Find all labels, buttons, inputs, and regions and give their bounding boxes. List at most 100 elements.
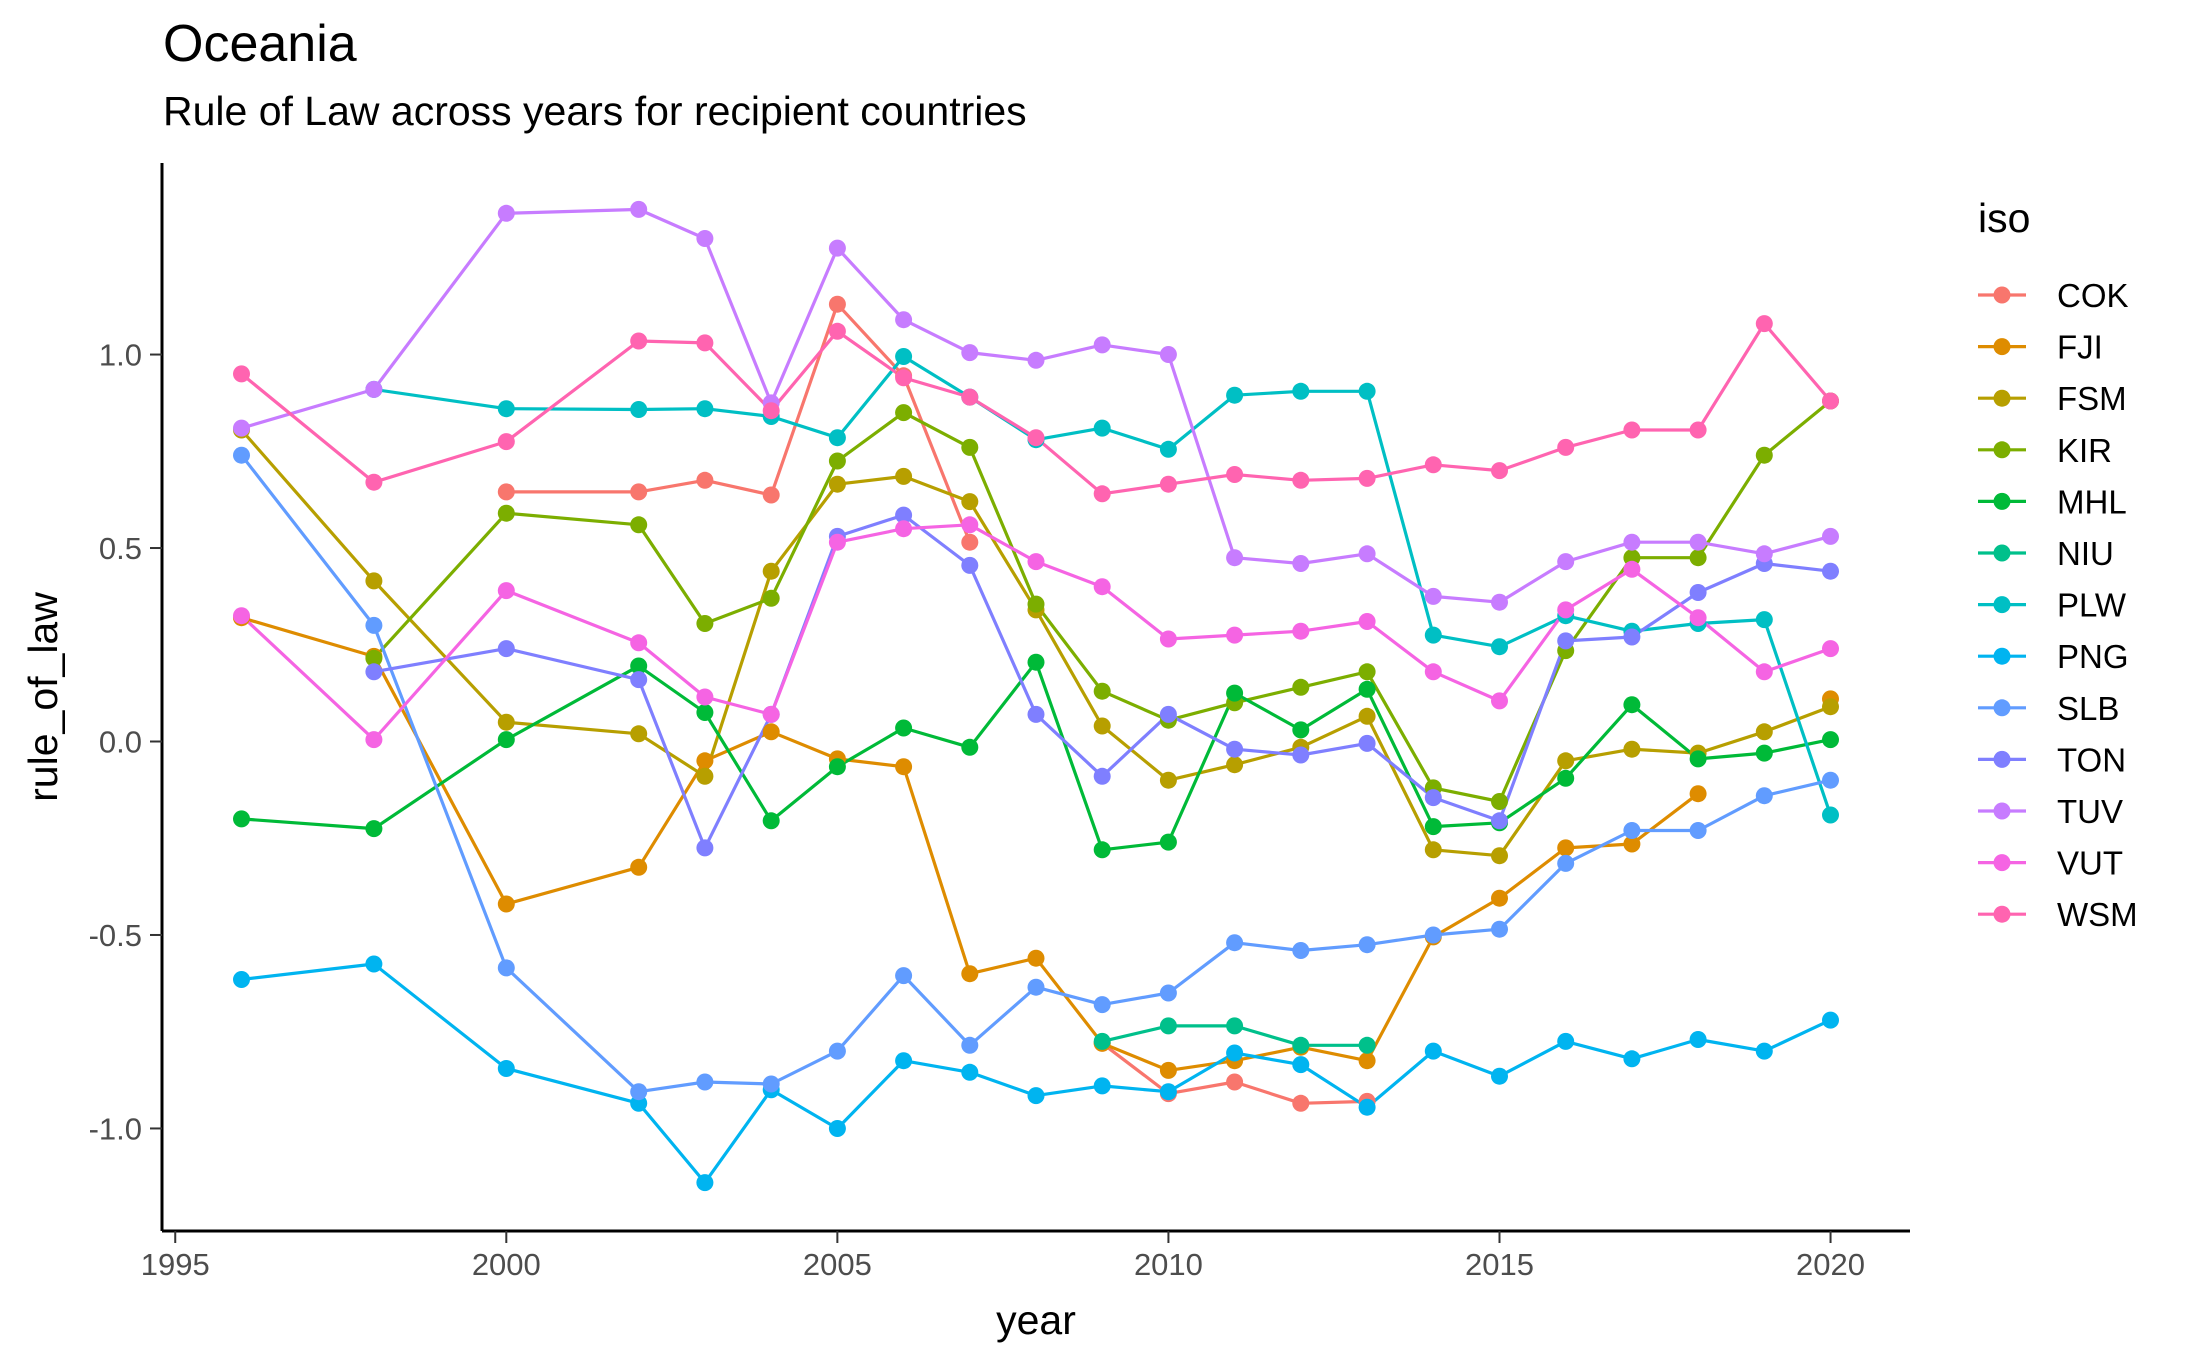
data-point-fsm [1491,847,1508,865]
data-point-plw [696,400,714,418]
data-point-kir [1689,549,1707,567]
data-point-kir [762,589,780,607]
data-point-fji [497,895,515,913]
data-point-wsm [696,334,714,352]
data-point-ton [1292,746,1310,764]
data-point-kir [1027,595,1045,613]
data-point-mhl [497,731,515,749]
data-point-vut [1557,601,1575,619]
legend-title: iso [1978,195,2030,241]
legend-label-fsm: FSM [2057,380,2127,417]
data-point-fji [1557,839,1575,857]
data-point-kir [497,504,515,522]
data-point-fsm [1226,756,1244,774]
data-point-fji [1159,1061,1177,1079]
x-axis-ticks: 1995 2000 2005 2010 2015 2020 [141,1231,1865,1282]
data-point-vut [1424,663,1442,681]
data-point-plw [1424,626,1442,644]
data-point-png [1689,1031,1707,1048]
legend-label-ton: TON [2057,741,2126,778]
data-point-tuv [365,380,383,398]
data-point-tuv [497,204,515,222]
data-point-mhl [1623,696,1641,714]
legend-key-point-niu [1993,544,2011,562]
data-point-tuv [233,419,250,437]
legend-key-point-plw [1993,596,2011,614]
data-point-kir [630,516,648,534]
data-point-fsm [1093,717,1111,735]
series-line-mhl [241,660,1831,852]
data-point-plw [828,429,846,447]
data-point-wsm [961,388,979,406]
data-point-tuv [696,230,714,247]
data-point-slb [1226,934,1244,952]
data-point-png [1822,1011,1839,1029]
data-point-mhl [1226,684,1244,702]
data-point-mhl [1689,750,1707,768]
data-point-mhl [762,812,780,830]
series-line-ton [373,513,1831,850]
data-point-vut [233,607,250,625]
data-point-png [497,1060,515,1077]
data-point-slb [1689,822,1707,839]
data-point-wsm [1557,438,1575,456]
legend-label-slb: SLB [2057,690,2119,727]
data-point-vut [1623,560,1641,578]
data-point-mhl [1822,731,1839,749]
data-point-kir [895,404,913,422]
data-point-fji [1358,1052,1376,1070]
data-point-slb [961,1036,979,1054]
data-point-fsm [1822,698,1839,716]
legend-label-wsm: WSM [2057,896,2138,933]
legend-label-tuv: TUV [2057,793,2123,830]
data-point-plw [1822,806,1839,824]
series-line-fji [241,616,1700,1073]
data-point-wsm [1159,475,1177,493]
data-point-slb [1424,926,1442,944]
data-point-tuv [1822,527,1839,545]
series-line-wsm [240,322,1832,496]
data-point-plw [1159,440,1177,458]
legend-key-point-fsm [1993,389,2011,407]
data-point-vut [630,634,648,652]
data-point-niu [1226,1017,1244,1035]
data-point-plw [1755,611,1773,629]
data-point-tuv [1755,545,1773,563]
data-point-png [1755,1042,1773,1060]
data-point-slb [895,967,913,985]
legend-key-point-fji [1993,338,2011,356]
data-point-fji [1027,949,1045,967]
data-point-vut [1689,609,1707,627]
series-line-png [241,962,1832,1185]
chart-subtitle: Rule of Law across years for recipient c… [163,88,1027,134]
data-point-mhl [961,738,979,756]
series-line-fsm [240,428,1832,858]
data-point-slb [1159,984,1177,1002]
data-point-ton [1491,812,1508,830]
legend-label-vut: VUT [2057,845,2123,882]
data-point-png [1491,1067,1508,1085]
data-point-wsm [1491,462,1508,480]
data-point-slb [1358,936,1376,954]
data-point-fji [1491,889,1508,907]
data-point-wsm [1755,315,1773,333]
data-point-vut [1226,626,1244,644]
data-point-mhl [895,719,913,737]
data-point-plw [895,348,913,365]
data-point-ton [696,839,714,857]
data-point-ton [1623,628,1641,646]
data-point-fsm [1424,841,1442,859]
data-point-slb [233,446,250,464]
series-line-tuv [241,207,1831,604]
data-point-mhl [1424,818,1442,836]
x-tick-label: 2010 [1134,1247,1203,1282]
legend-key-point-wsm [1993,905,2011,923]
data-point-tuv [828,239,846,257]
y-tick-label: 0.0 [99,725,142,760]
data-point-ton [1358,734,1376,752]
legend-label-mhl: MHL [2057,483,2127,520]
data-point-vut [1491,692,1508,710]
data-point-ton [630,671,648,689]
legend-key-point-slb [1993,699,2011,717]
data-point-wsm [1093,485,1111,503]
